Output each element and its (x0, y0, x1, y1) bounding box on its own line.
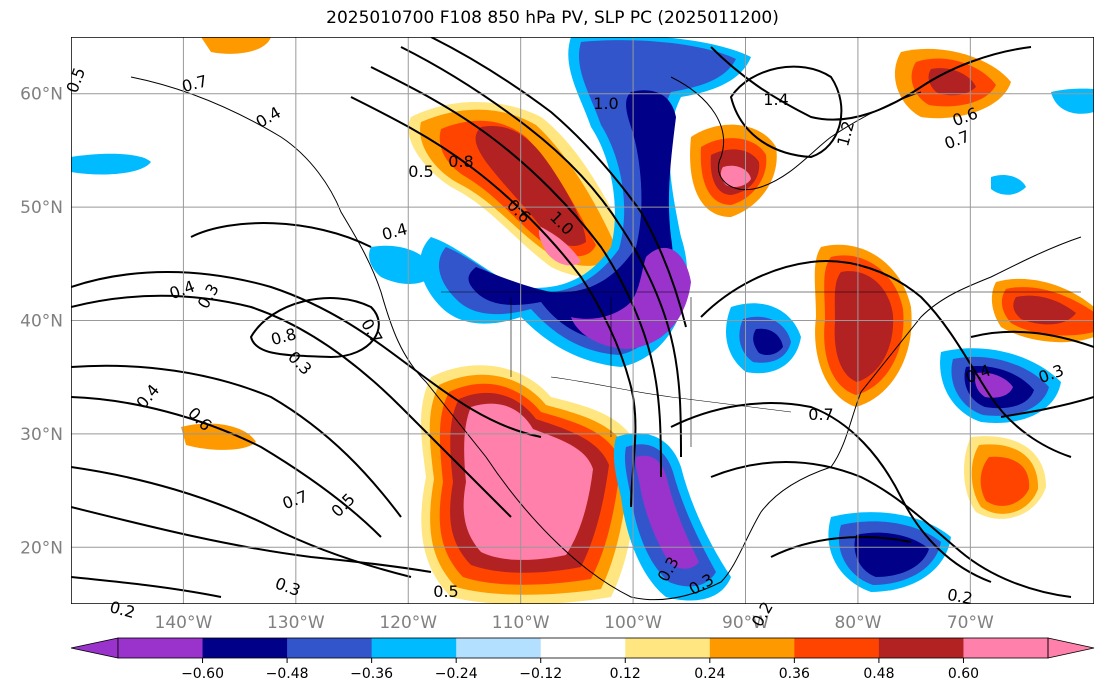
longitude-tick-label: 130°W (267, 613, 325, 633)
colorbar-swatch (371, 638, 457, 658)
colorbar-swatch (878, 638, 964, 658)
colorbar-tick-label: −0.24 (435, 666, 478, 682)
longitude-tick-label: 80°W (834, 613, 881, 633)
longitude-tick-label: 70°W (947, 613, 994, 633)
colorbar-tick-label: −0.60 (181, 666, 224, 682)
latitude-tick-label: 30°N (20, 425, 63, 445)
longitude-tick-label: 110°W (492, 613, 550, 633)
latitude-tick-label: 50°N (20, 198, 63, 218)
colorbar-under-extension (70, 637, 119, 659)
colorbar-tick-label: −0.36 (350, 666, 393, 682)
colorbar-tick-label: 0.48 (863, 666, 894, 682)
colorbar-swatch (287, 638, 373, 658)
latitude-tick-label: 40°N (20, 312, 63, 332)
colorbar-tick-label: 0.24 (694, 666, 725, 682)
longitude-tick-label: 100°W (604, 613, 662, 633)
colorbar-tick-label: 0.12 (610, 666, 641, 682)
colorbar-swatch (794, 638, 880, 658)
colorbar-swatch (625, 638, 711, 658)
longitude-tick-label: 120°W (379, 613, 437, 633)
map-title: 2025010700 F108 850 hPa PV, SLP PC (2025… (326, 8, 779, 28)
slp-contours (71, 37, 1094, 598)
colorbar-swatch (118, 638, 204, 658)
colorbar-swatch (456, 638, 542, 658)
longitude-tick-label: 140°W (155, 613, 213, 633)
pv-shading (71, 37, 1094, 604)
colorbar-over-extension (1047, 637, 1095, 659)
coastlines (130, 76, 1082, 601)
latitude-tick-label: 20°N (20, 538, 63, 558)
colorbar-swatch (540, 638, 626, 658)
colorbar-tick-label: −0.48 (266, 666, 309, 682)
latitude-tick-label: 60°N (20, 85, 63, 105)
lat-lon-grid (71, 37, 1094, 604)
colorbar-tick-label: −0.12 (519, 666, 562, 682)
longitude-tick-label: 90°W (722, 613, 769, 633)
colorbar-swatch (963, 638, 1049, 658)
colorbar-outline (117, 637, 1049, 659)
colorbar-tick-label: 0.36 (779, 666, 810, 682)
colorbar-swatch (202, 638, 288, 658)
colorbar-swatch (709, 638, 795, 658)
longitude-labels: 140°W 130°W 120°W 110°W 100°W 90°W 80°W 70°W (155, 613, 994, 633)
latitude-labels: 20°N 30°N 40°N 50°N 60°N (20, 85, 63, 559)
colorbar-tick-label: 0.60 (948, 666, 979, 682)
map-panel[interactable] (71, 37, 1094, 604)
